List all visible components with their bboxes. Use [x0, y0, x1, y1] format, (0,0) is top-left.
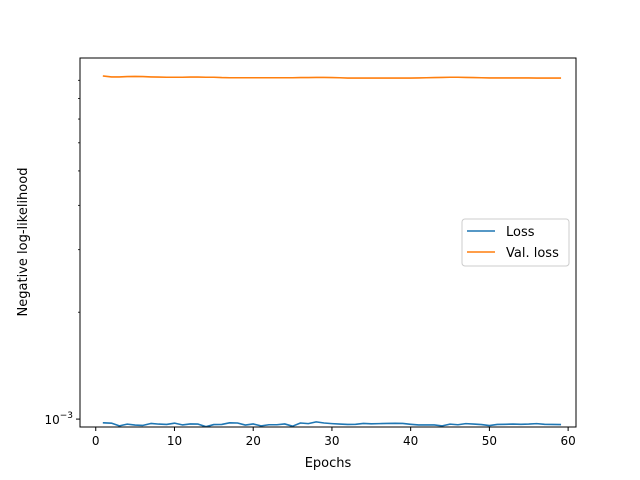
x-tick-label: 40 — [403, 434, 418, 448]
x-tick-label: 30 — [324, 434, 339, 448]
x-tick-label: 0 — [92, 434, 100, 448]
plot-frame — [79, 57, 577, 428]
y-axis-ticks: 10−3 — [44, 79, 80, 427]
x-tick-label: 50 — [482, 434, 497, 448]
y-tick-label: 10−3 — [44, 411, 73, 427]
y-tick-label-exponent: −3 — [60, 411, 73, 421]
x-tick-label: 20 — [246, 434, 261, 448]
x-axis-label: Epochs — [305, 456, 352, 471]
series-layer — [102, 75, 562, 428]
y-axis-label: Negative log-likelihood — [16, 168, 31, 317]
legend-label-1: Val. loss — [506, 246, 559, 261]
legend: Loss Val. loss — [461, 218, 570, 267]
series-line-0 — [102, 421, 562, 428]
series-line-1 — [102, 75, 562, 79]
x-axis-ticks: 0 10 20 30 40 50 60 — [92, 427, 576, 448]
y-tick-label-base: 10 — [44, 413, 59, 427]
x-tick-label: 60 — [560, 434, 575, 448]
x-tick-label: 10 — [167, 434, 182, 448]
legend-label-0: Loss — [506, 225, 535, 240]
